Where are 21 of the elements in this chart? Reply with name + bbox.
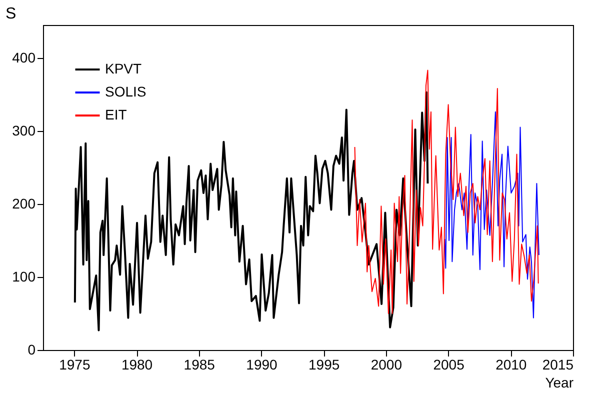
legend-label: EIT	[105, 106, 128, 122]
line-series	[354, 70, 539, 314]
y-tick-label: 200	[12, 195, 36, 212]
line-series	[444, 111, 540, 318]
x-tick-label: 2005	[433, 356, 465, 372]
x-tick-label: 1990	[246, 356, 278, 372]
y-tick-label: 100	[12, 268, 36, 284]
x-tick-label: 1975	[59, 356, 90, 372]
x-tick-label: 2010	[496, 356, 527, 372]
legend-label: KPVT	[105, 60, 142, 76]
legend-label: SOLIS	[105, 84, 146, 100]
x-tick-label: 1995	[308, 356, 340, 372]
x-tick-label: 2000	[370, 356, 402, 372]
x-tick-label: 2015	[542, 356, 574, 372]
x-tick-label: 1985	[184, 356, 216, 372]
y-tick-label: 0	[28, 342, 36, 358]
y-tick-label: 300	[12, 122, 36, 138]
y-tick-label: 400	[12, 49, 36, 66]
y-axis-title: S	[6, 6, 16, 22]
x-tick-label: 1980	[121, 356, 153, 372]
x-axis-title: Year	[545, 374, 574, 390]
